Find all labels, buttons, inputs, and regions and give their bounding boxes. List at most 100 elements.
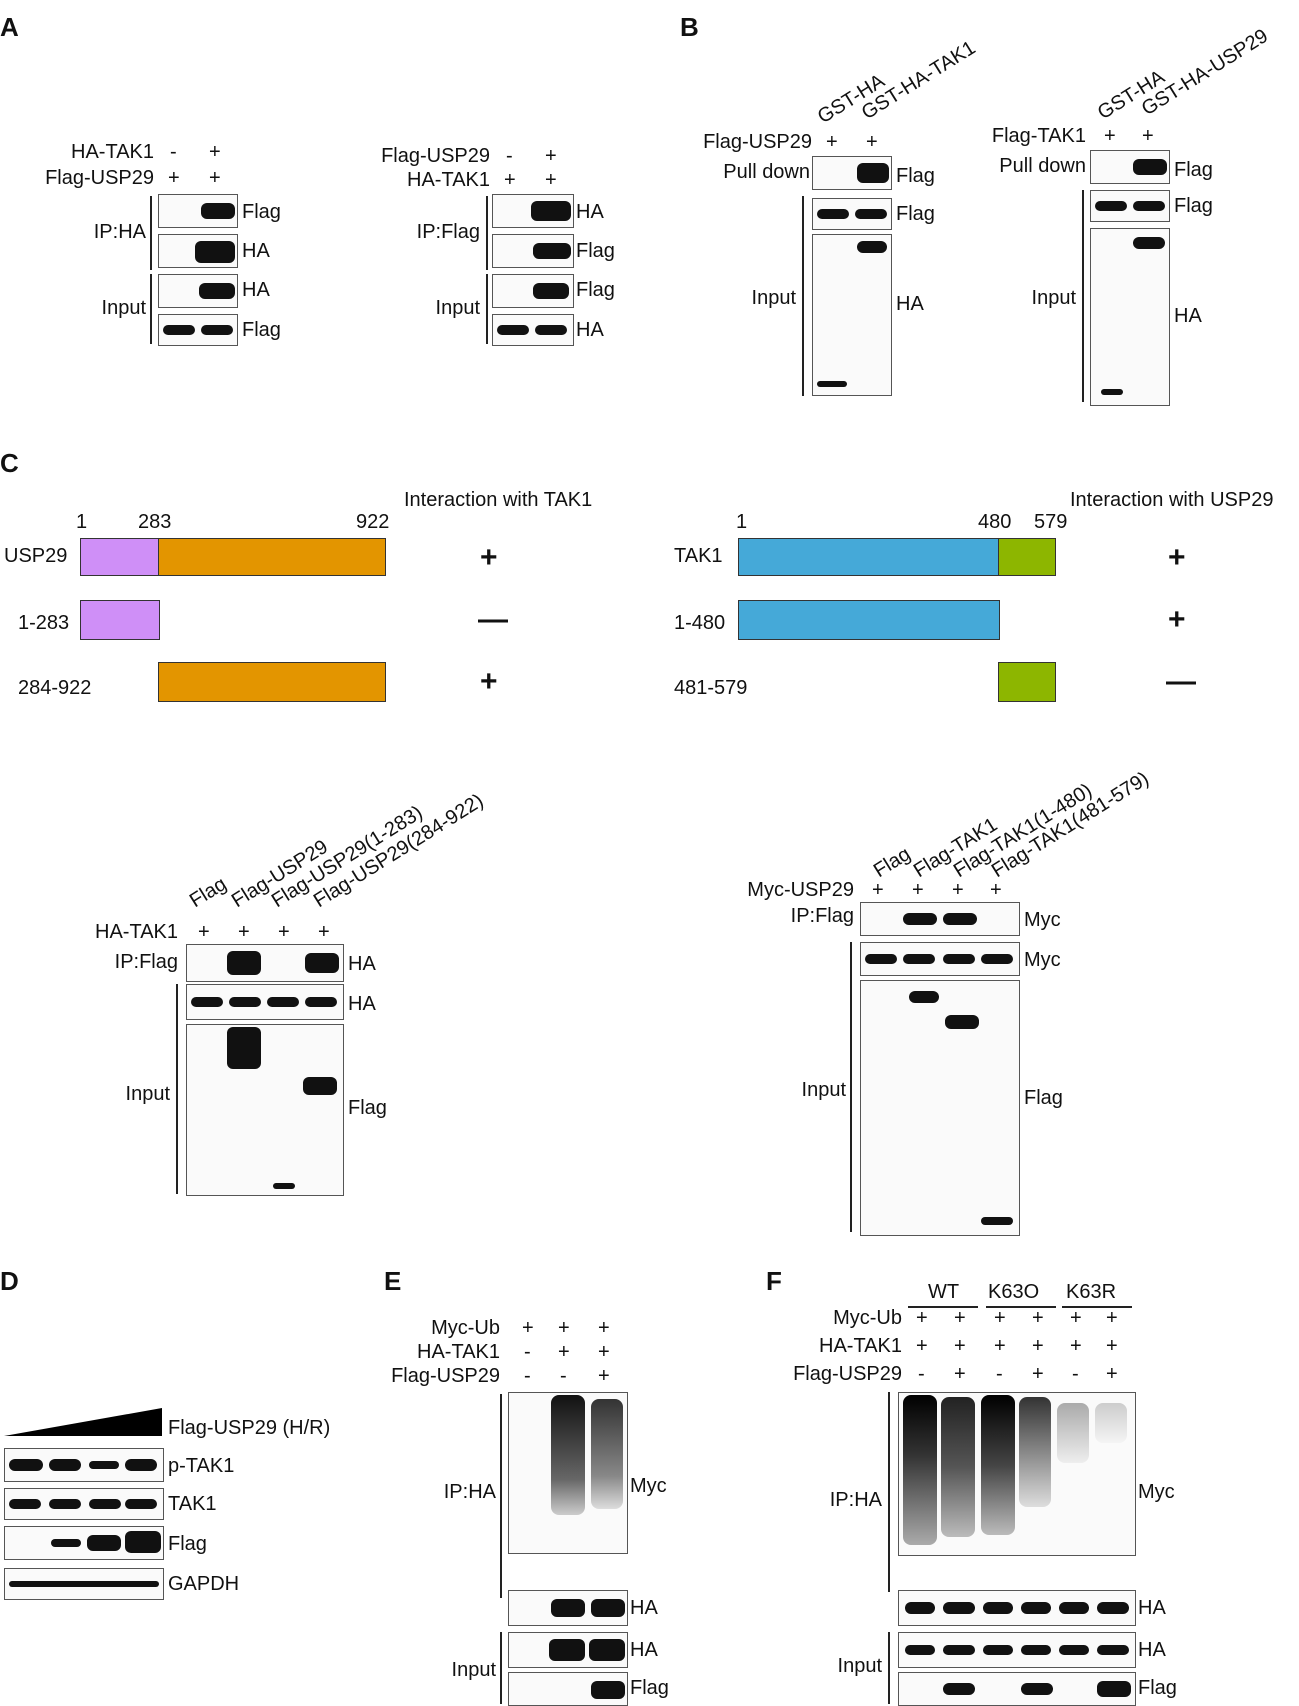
blot-strip <box>4 1568 164 1600</box>
lane-mark: + <box>238 921 250 943</box>
interaction-result: — <box>478 603 508 636</box>
lane-mark: + <box>1104 125 1116 147</box>
lane-mark: - <box>918 1363 925 1385</box>
blot-label: HA <box>576 319 604 341</box>
group-label: Input <box>435 297 480 319</box>
lane-mark: + <box>318 921 330 943</box>
blot-strip <box>1090 150 1170 184</box>
blot-strip <box>158 234 238 268</box>
lane-mark: + <box>954 1363 966 1385</box>
row-label: Flag-USP29 <box>381 145 490 167</box>
position-tick: 579 <box>1034 511 1068 533</box>
blot-label: HA <box>1138 1639 1166 1661</box>
row-label: HA-TAK1 <box>71 141 154 163</box>
row-label: HA-TAK1 <box>417 1341 500 1363</box>
lane-mark: + <box>916 1307 928 1329</box>
construct-name: 284-922 <box>18 677 92 699</box>
blot-label: Flag <box>896 203 935 225</box>
lane-mark: - <box>560 1365 567 1387</box>
interaction-result: + <box>1168 541 1186 574</box>
blot-strip <box>492 234 574 268</box>
blot-strip <box>158 274 238 308</box>
lane-mark: + <box>1106 1335 1118 1357</box>
construct-name: 1-480 <box>674 612 726 634</box>
lane-mark: + <box>598 1341 610 1363</box>
group-label: Input <box>451 1659 496 1681</box>
domain-bar <box>80 538 160 576</box>
blot-label: HA <box>630 1597 658 1619</box>
blot-label: HA <box>242 279 270 301</box>
treatment-label: Flag-USP29 (H/R) <box>168 1417 331 1439</box>
lane-mark: - <box>524 1365 531 1387</box>
lane-mark: + <box>1032 1307 1044 1329</box>
interaction-result: + <box>480 541 498 574</box>
row-label: HA-TAK1 <box>95 921 178 943</box>
row-label: Flag-TAK1 <box>991 125 1086 147</box>
panel-label-d: D <box>0 1266 19 1296</box>
lane-mark: + <box>872 879 884 901</box>
blot-label: Flag <box>1174 159 1213 181</box>
lane-mark: + <box>1106 1363 1118 1385</box>
row-label: Myc-Ub <box>833 1307 902 1329</box>
blot-label: Flag <box>630 1677 669 1699</box>
blot-label: HA <box>630 1639 658 1661</box>
panel-label-a: A <box>0 12 19 42</box>
blot-strip <box>508 1590 628 1626</box>
blot-strip <box>812 198 892 230</box>
lane-mark: + <box>990 879 1002 901</box>
group-label: Pull down <box>723 161 810 183</box>
lane-mark: - <box>170 141 177 163</box>
lane-mark: + <box>278 921 290 943</box>
lane-header: Flag <box>185 872 231 913</box>
domain-bar <box>158 662 386 702</box>
lane-mark: + <box>209 167 221 189</box>
lane-mark: + <box>598 1365 610 1387</box>
lane-mark: + <box>1142 125 1154 147</box>
domain-bar <box>738 600 1000 640</box>
blot-strip <box>860 942 1020 976</box>
blot-label: HA <box>576 201 604 223</box>
lane-mark: - <box>506 145 513 167</box>
row-label: Flag-USP29 <box>793 1363 902 1385</box>
lane-mark: + <box>1032 1363 1044 1385</box>
lane-mark: + <box>916 1335 928 1357</box>
blot-strip <box>812 234 892 396</box>
row-label: HA-TAK1 <box>407 169 490 191</box>
group-label: Input <box>837 1655 882 1677</box>
blot-label: Flag <box>1138 1677 1177 1699</box>
group-label: IP:HA <box>829 1489 882 1511</box>
blot-strip <box>898 1672 1136 1706</box>
blot-strip <box>812 156 892 190</box>
lane-mark: + <box>1070 1335 1082 1357</box>
lane-mark: + <box>952 879 964 901</box>
domain-bar <box>998 538 1056 576</box>
interaction-result: + <box>480 665 498 698</box>
lane-mark: + <box>545 145 557 167</box>
group-label: IP:HA <box>93 221 146 243</box>
blot-strip <box>158 314 238 346</box>
lane-mark: + <box>912 879 924 901</box>
row-label: Flag-USP29 <box>391 1365 500 1387</box>
blot-strip <box>4 1526 164 1560</box>
group-label: IP:Flag <box>114 951 178 973</box>
construct-name: 1-283 <box>18 612 70 634</box>
domain-bar <box>738 538 1000 576</box>
lane-mark: + <box>504 169 516 191</box>
lane-mark: + <box>954 1335 966 1357</box>
position-tick: 480 <box>978 511 1012 533</box>
blot-strip <box>898 1392 1136 1556</box>
blot-strip <box>1090 228 1170 406</box>
interaction-result: — <box>1166 665 1196 698</box>
panel-label-e: E <box>384 1266 402 1296</box>
blot-label: Flag <box>242 319 281 341</box>
blot-label: p-TAK1 <box>168 1455 235 1477</box>
group-label: Input <box>751 287 796 309</box>
blot-strip <box>4 1488 164 1520</box>
position-tick: 283 <box>138 511 172 533</box>
blot-strip <box>508 1672 628 1706</box>
row-label: HA-TAK1 <box>819 1335 902 1357</box>
blot-label: GAPDH <box>168 1573 240 1595</box>
blot-strip <box>860 902 1020 936</box>
blot-label: Flag <box>576 240 615 262</box>
blot-label: Flag <box>1024 1087 1063 1109</box>
